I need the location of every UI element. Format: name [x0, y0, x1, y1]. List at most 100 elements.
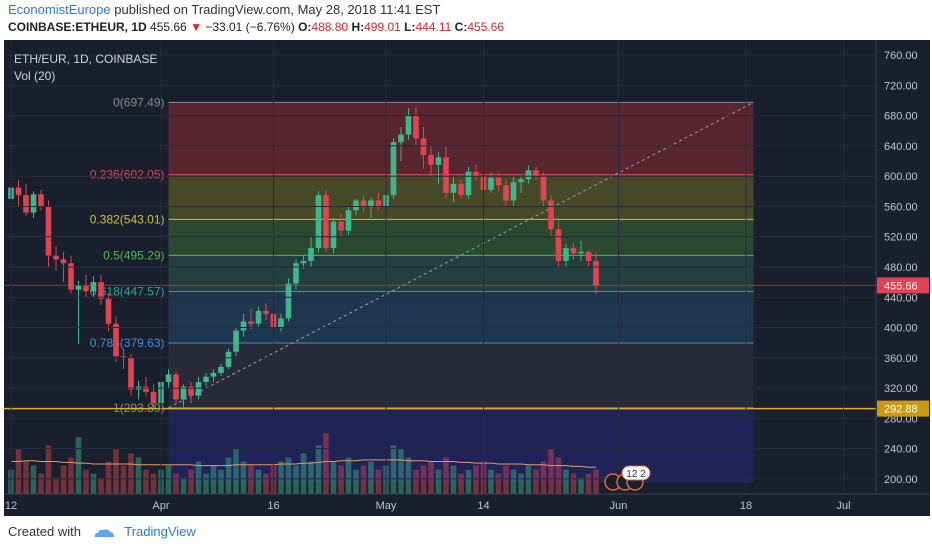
low-label: L:: [404, 20, 416, 34]
candle-body: [443, 157, 449, 193]
candle-body: [83, 285, 89, 292]
candle-body: [428, 155, 434, 165]
fib-zone: [168, 342, 754, 408]
candle-body: [593, 260, 599, 286]
candle-body: [180, 386, 187, 400]
high-label: H:: [351, 20, 365, 34]
x-tick-label: 14: [477, 500, 489, 512]
axes[interactable]: 200.00240.00280.00320.00360.00400.00440.…: [4, 40, 930, 516]
candle-body: [330, 221, 337, 249]
volume-bar: [173, 473, 179, 494]
open-label: O:: [298, 20, 312, 34]
volume-bar: [375, 469, 382, 494]
candle-body: [510, 182, 517, 201]
candle-body: [225, 351, 232, 367]
volume-bar: [578, 477, 584, 494]
chart-panel[interactable]: 0(697.49) 0.236(602.05) 0.382(543.01) 0.5(4…: [4, 40, 930, 516]
fib-level-label: 1(293.89): [113, 401, 164, 415]
volume-bar: [345, 457, 352, 494]
candle-body: [23, 195, 29, 213]
candle-body: [210, 372, 217, 377]
candle-body: [375, 200, 382, 207]
volume-bar: [143, 469, 149, 494]
volume-bar: [533, 469, 539, 494]
volume-bar: [233, 449, 239, 494]
price-change: −33.01 (−6.76%): [205, 20, 295, 34]
volume-bar: [165, 465, 172, 494]
volume-bar: [105, 461, 112, 494]
volume-bar: [128, 453, 134, 494]
volume-bar: [98, 477, 104, 494]
volume-bar: [338, 465, 344, 494]
y-tick-label: 520.00: [884, 232, 918, 244]
chart-svg[interactable]: 0(697.49) 0.236(602.05) 0.382(543.01) 0.5(4…: [4, 40, 930, 516]
volume-bar: [555, 457, 562, 494]
volume-bar: [53, 477, 59, 494]
volume-bar: [240, 461, 247, 494]
candle-body: [465, 171, 472, 196]
candle-body: [90, 282, 97, 292]
candle-body: [570, 248, 577, 254]
volume-bar: [225, 457, 232, 494]
candle-body: [548, 200, 554, 230]
tradingview-link[interactable]: TradingView: [124, 524, 196, 539]
fib-level-label: 0(697.49): [113, 95, 164, 109]
candle-body: [203, 376, 209, 383]
fib-level-label: 0.382(543.01): [90, 212, 165, 226]
volume-bar: [563, 469, 569, 494]
candle-body: [68, 263, 74, 290]
y-tick-label: 720.00: [884, 80, 918, 92]
candle-body: [585, 251, 592, 261]
candle-body: [405, 115, 412, 135]
candle-body: [173, 374, 179, 400]
x-tick-label: Jun: [610, 500, 628, 512]
last-price: 455.66: [150, 20, 187, 34]
y-tick-label: 200.00: [884, 474, 918, 486]
event-count-badge[interactable]: [621, 465, 651, 481]
horizontal-lines[interactable]: [4, 284, 876, 410]
volume-bar: [188, 469, 194, 494]
candle-body: [458, 183, 464, 196]
candle-body: [45, 206, 52, 256]
volume-bar: [360, 465, 367, 494]
candle-body: [263, 310, 269, 314]
volume-bar: [368, 461, 374, 494]
volume-bar: [293, 465, 299, 494]
author-link[interactable]: EconomistEurope: [8, 2, 111, 17]
x-tick-label: Apr: [152, 500, 169, 512]
volume-bar: [203, 473, 209, 494]
volume-bar: [465, 469, 472, 494]
volume-bar: [113, 449, 119, 494]
candle-body: [360, 200, 367, 207]
chart-title: ETH/EUR, 1D, COINBASE: [14, 52, 157, 66]
volume-bar: [570, 473, 577, 494]
publish-text: published on TradingView.com, May 28, 20…: [114, 2, 441, 17]
volume-bar: [353, 469, 359, 494]
candle-body: [315, 195, 322, 249]
candle-body: [255, 310, 262, 324]
volume-bar: [473, 465, 479, 494]
volume-bar: [315, 445, 322, 494]
candle-body: [98, 282, 104, 299]
fib-zone: [168, 219, 754, 256]
y-tick-label: 480.00: [884, 262, 918, 274]
candle-body: [390, 142, 397, 196]
event-badges[interactable]: 12 2: [604, 465, 651, 491]
high-value: 499.01: [364, 20, 401, 34]
volume-bar: [428, 461, 434, 494]
x-tick-label: 18: [740, 500, 752, 512]
volume-bar: [458, 473, 464, 494]
candle-body: [323, 195, 329, 249]
event-count-text: 12 2: [626, 469, 646, 480]
candle-body: [308, 248, 314, 261]
symbol-name: COINBASE:ETHEUR, 1D: [8, 20, 147, 34]
volume-bar: [135, 457, 142, 494]
volume-bar: [278, 461, 284, 494]
candle-body: [293, 263, 299, 284]
candle-body: [300, 260, 307, 264]
volume-label: Vol (20): [14, 69, 55, 83]
last-price-badge: [877, 277, 929, 294]
candle-body: [353, 200, 359, 211]
volume-bar: [263, 473, 269, 494]
volume-bar: [210, 465, 217, 494]
